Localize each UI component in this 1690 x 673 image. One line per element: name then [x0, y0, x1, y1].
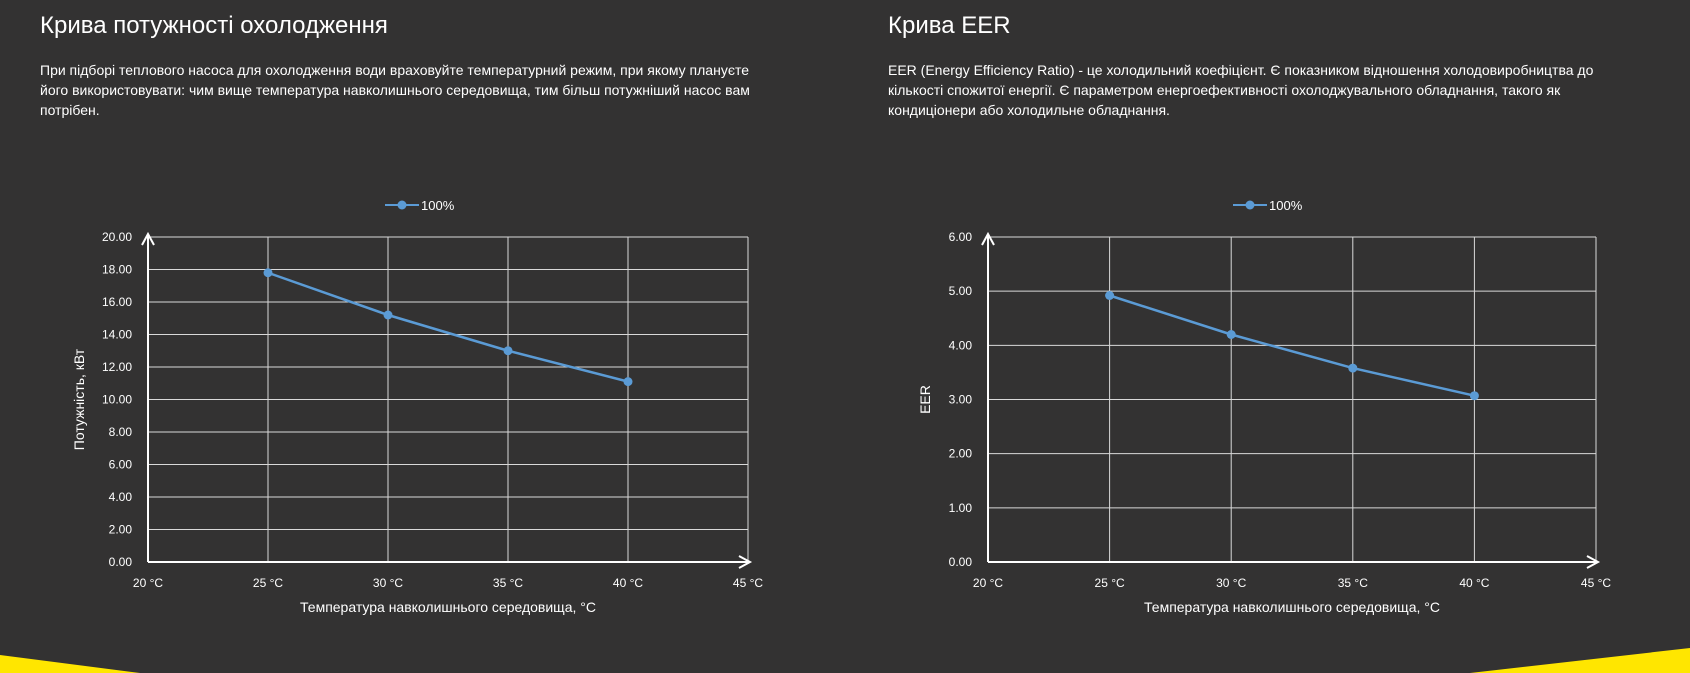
eer-title: Крива EER — [888, 12, 1011, 39]
cooling-capacity-description: При підборі теплового насоса для охолодж… — [40, 62, 750, 118]
cooling-capacity-title: Крива потужності охолодження — [40, 12, 388, 39]
eer-description: EER (Energy Efficiency Ratio) - це холод… — [888, 62, 1594, 118]
